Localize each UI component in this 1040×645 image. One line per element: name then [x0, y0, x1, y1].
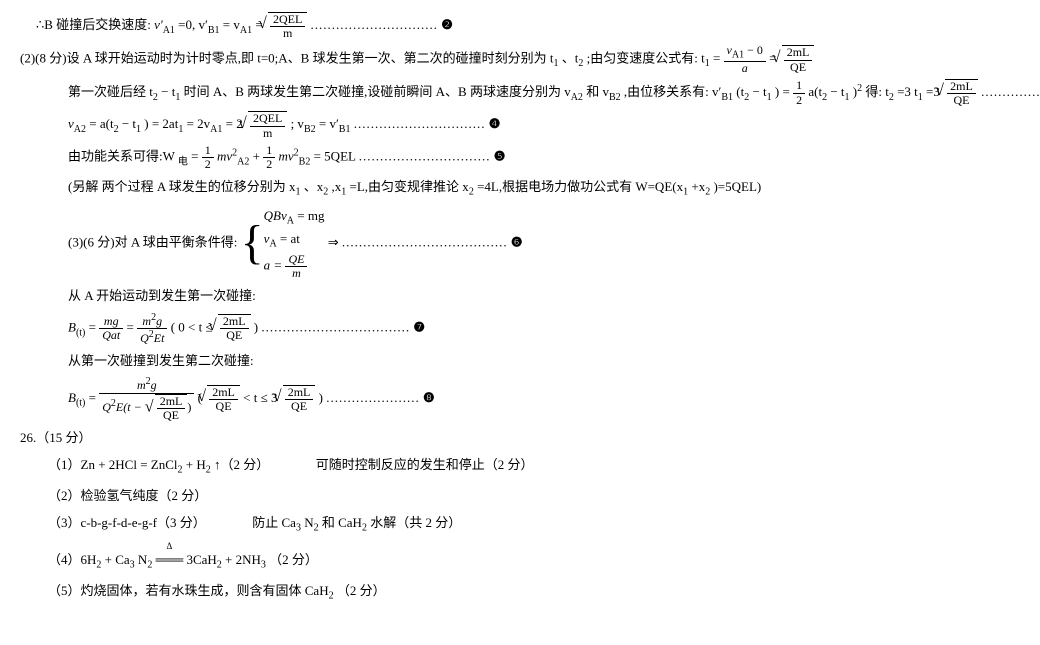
text-line: 从第一次碰撞到发生第二次碰撞: [20, 349, 1020, 372]
eq-line-1: ∴B 碰撞后交换速度: v′A1 =0, v′B1 = vA1 = 2QELm … [20, 12, 1020, 40]
reaction-arrow-icon: ═══ [156, 542, 184, 571]
marker-5: ❺ [494, 148, 506, 163]
marker-6: ❻ [511, 234, 523, 249]
marker-2: ❷ [441, 17, 453, 32]
v: v′ [154, 17, 163, 32]
frac: vA1 − 0a [724, 44, 766, 75]
text-line: 从 A 开始运动到发生第一次碰撞: [20, 284, 1020, 307]
sqrt: 2mLQE [780, 45, 815, 73]
marker-7: ❼ [413, 319, 425, 334]
eq-line-7: B(t) = mgQat = m2gQ2Et ( 0 < t ≤ 2mLQE )… [20, 312, 1020, 345]
brace-system: { QBvA = mg vA = at a = QEm [241, 206, 325, 281]
marker-8: ❽ [423, 390, 435, 405]
q26-3: （3）c-b-g-f-d-e-g-f（3 分） 防止 Ca3 N2 和 CaH2… [20, 511, 1020, 538]
eq-line-2: (2)(8 分)设 A 球开始运动时为计时零点,即 t=0;A、B 球发生第一次… [20, 44, 1020, 75]
q26-4: （4）6H2 + Ca3 N2 ═══ 3CaH2 + 2NH3 （2 分） [20, 542, 1020, 575]
q26-5: （5）灼烧固体，若有水珠生成，则含有固体 CaH2 （2 分） [20, 579, 1020, 606]
q26-header: 26.（15 分） [20, 426, 1020, 449]
left-brace-icon: { [241, 219, 264, 267]
eq-line-8: B(t) = m2g Q2E(t − 2mLQE) ( 2mLQE < t ≤ … [20, 376, 1020, 422]
text: ∴B 碰撞后交换速度: [36, 17, 151, 32]
sqrt: 2QELm [266, 12, 307, 40]
eq-line-6-brace: (3)(6 分)对 A 球由平衡条件得: { QBvA = mg vA = at… [20, 206, 1020, 281]
marker-4: ❹ [489, 117, 501, 132]
q26-1: （1）Zn + 2HCl = ZnCl2 + H2 ↑（2 分） 可随时控制反应… [20, 453, 1020, 480]
eq-line-5: 由功能关系可得:W 电 = 12 mv2A2 + 12 mv2B2 = 5QEL… [20, 144, 1020, 171]
q26-2: （2）检验氢气纯度（2 分） [20, 484, 1020, 507]
alt-solution: (另解 两个过程 A 球发生的位移分别为 x1 、x2 ,x1 =L,由匀变规律… [20, 175, 1020, 202]
eq-line-3: 第一次碰后经 t2 − t1 时间 A、B 两球发生第二次碰撞,设碰前瞬间 A、… [20, 79, 1020, 107]
eq-line-4: vA2 = a(t2 − t1 ) = 2at1 = 2vA1 = 2 2QEL… [20, 111, 1020, 139]
